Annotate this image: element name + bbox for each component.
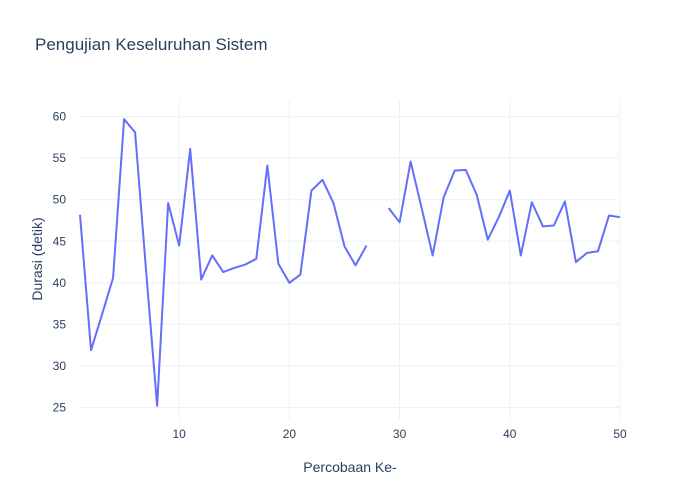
chart-title: Pengujian Keseluruhan Sistem (35, 35, 267, 54)
x-tick-label: 30 (393, 427, 407, 441)
y-tick-label: 60 (53, 110, 67, 124)
x-tick-label: 40 (503, 427, 517, 441)
x-tick-label: 10 (173, 427, 187, 441)
y-tick-label: 25 (53, 401, 67, 415)
y-tick-label: 45 (53, 234, 67, 248)
x-tick-label: 50 (613, 427, 627, 441)
tick-layer: 25 30 35 40 45 50 55 60 10 20 30 40 50 (53, 110, 627, 441)
grid-layer (80, 100, 621, 420)
x-axis-title: Percobaan Ke- (303, 459, 397, 475)
y-axis-title: Durasi (detik) (29, 217, 45, 300)
y-tick-label: 50 (53, 193, 67, 207)
y-tick-label: 40 (53, 276, 67, 290)
x-tick-label: 20 (283, 427, 297, 441)
series-layer (79, 118, 621, 407)
series-line (79, 118, 621, 407)
y-tick-label: 35 (53, 317, 67, 331)
y-tick-label: 30 (53, 359, 67, 373)
y-tick-label: 55 (53, 151, 67, 165)
